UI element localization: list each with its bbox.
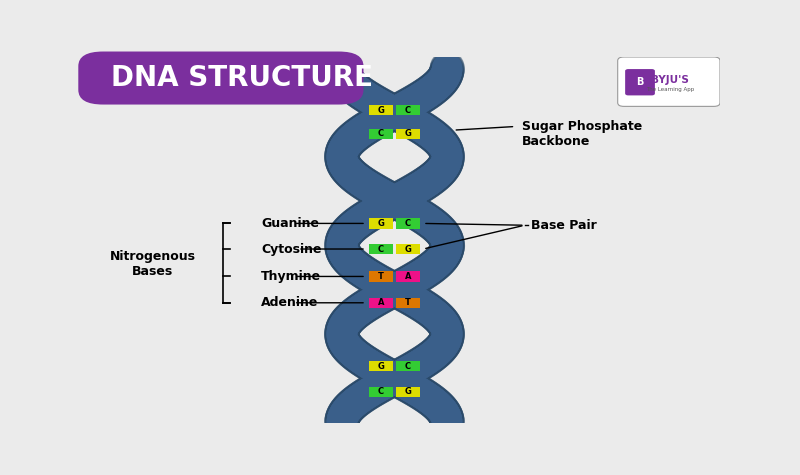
Bar <box>396 129 420 139</box>
Text: C: C <box>405 219 411 228</box>
Text: C: C <box>405 105 411 114</box>
FancyBboxPatch shape <box>625 69 655 95</box>
Bar <box>396 244 420 254</box>
Text: G: G <box>405 129 411 138</box>
Bar <box>396 271 420 282</box>
FancyBboxPatch shape <box>618 57 720 106</box>
Text: C: C <box>378 387 384 396</box>
Bar <box>396 361 420 371</box>
Bar <box>369 244 393 254</box>
Text: G: G <box>378 219 384 228</box>
Bar <box>396 105 420 115</box>
Text: DNA STRUCTURE: DNA STRUCTURE <box>111 64 373 92</box>
Text: G: G <box>378 105 384 114</box>
Bar <box>396 218 420 228</box>
Text: G: G <box>405 387 411 396</box>
Text: G: G <box>378 361 384 371</box>
Text: C: C <box>378 129 384 138</box>
Bar <box>396 298 420 308</box>
Bar <box>369 105 393 115</box>
Text: Cytosine: Cytosine <box>262 243 322 256</box>
Bar <box>396 387 420 397</box>
Bar <box>369 271 393 282</box>
Text: Thymine: Thymine <box>262 270 322 283</box>
FancyBboxPatch shape <box>78 51 363 104</box>
Text: The Learning App: The Learning App <box>646 87 694 93</box>
Text: Nitrogenous
Bases: Nitrogenous Bases <box>110 250 196 278</box>
Text: Sugar Phosphate
Backbone: Sugar Phosphate Backbone <box>522 120 642 148</box>
Text: A: A <box>405 272 411 281</box>
Bar <box>369 129 393 139</box>
Text: T: T <box>406 298 411 307</box>
Bar <box>369 218 393 228</box>
Text: Adenine: Adenine <box>262 296 318 309</box>
Bar <box>369 361 393 371</box>
Text: BYJU'S: BYJU'S <box>651 75 690 85</box>
Text: Base Pair: Base Pair <box>531 219 597 232</box>
Text: A: A <box>378 298 384 307</box>
Text: G: G <box>405 245 411 254</box>
Text: B: B <box>636 77 644 87</box>
Text: T: T <box>378 272 384 281</box>
Text: C: C <box>378 245 384 254</box>
Text: Guanine: Guanine <box>262 217 319 230</box>
Bar <box>369 298 393 308</box>
Text: C: C <box>405 361 411 371</box>
Bar <box>369 387 393 397</box>
